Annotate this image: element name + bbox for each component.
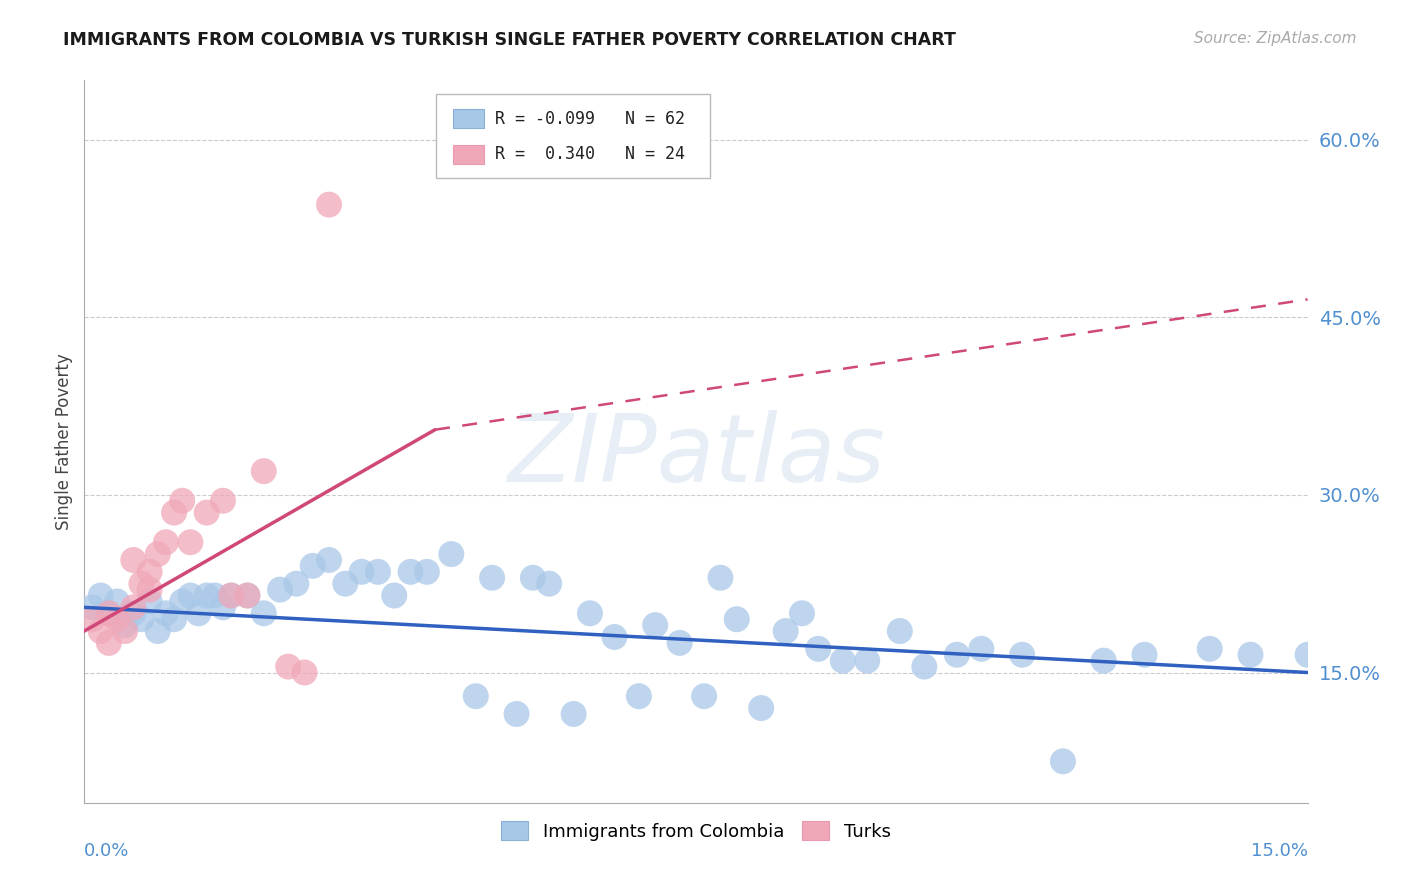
- Point: [155, 535, 177, 549]
- Point: [138, 565, 160, 579]
- Point: [285, 576, 308, 591]
- Point: [131, 576, 153, 591]
- Point: [146, 624, 169, 638]
- Point: [627, 689, 650, 703]
- Point: [204, 589, 226, 603]
- Point: [399, 565, 422, 579]
- Point: [82, 612, 104, 626]
- Point: [350, 565, 373, 579]
- Legend: Immigrants from Colombia, Turks: Immigrants from Colombia, Turks: [494, 814, 898, 848]
- Point: [367, 565, 389, 579]
- Point: [114, 618, 136, 632]
- Point: [1133, 648, 1156, 662]
- Point: [97, 636, 120, 650]
- Point: [212, 600, 235, 615]
- Point: [122, 600, 145, 615]
- Point: [668, 636, 690, 650]
- Text: 15.0%: 15.0%: [1250, 842, 1308, 860]
- Point: [749, 701, 772, 715]
- Point: [693, 689, 716, 703]
- Point: [856, 654, 879, 668]
- Point: [912, 659, 935, 673]
- Point: [163, 506, 186, 520]
- Point: [382, 589, 405, 603]
- Point: [1296, 648, 1319, 662]
- Point: [195, 589, 218, 603]
- Point: [269, 582, 291, 597]
- Point: [219, 589, 242, 603]
- Point: [946, 648, 969, 662]
- Point: [1052, 755, 1074, 769]
- Point: [644, 618, 666, 632]
- Point: [236, 589, 259, 603]
- Point: [105, 612, 128, 626]
- Point: [318, 197, 340, 211]
- Point: [1011, 648, 1033, 662]
- Text: R =  0.340   N = 24: R = 0.340 N = 24: [495, 145, 685, 163]
- Point: [97, 607, 120, 621]
- Point: [122, 553, 145, 567]
- Point: [172, 594, 194, 608]
- Point: [807, 641, 830, 656]
- Point: [562, 706, 585, 721]
- Point: [775, 624, 797, 638]
- Point: [146, 547, 169, 561]
- Point: [97, 607, 120, 621]
- Point: [831, 654, 853, 668]
- Point: [179, 589, 201, 603]
- Point: [155, 607, 177, 621]
- Point: [335, 576, 357, 591]
- Point: [464, 689, 486, 703]
- Point: [538, 576, 561, 591]
- Point: [505, 706, 527, 721]
- Point: [440, 547, 463, 561]
- Point: [481, 571, 503, 585]
- Point: [294, 665, 316, 680]
- Point: [138, 594, 160, 608]
- Point: [90, 624, 112, 638]
- Point: [522, 571, 544, 585]
- Point: [1239, 648, 1261, 662]
- Text: R = -0.099   N = 62: R = -0.099 N = 62: [495, 110, 685, 128]
- Point: [970, 641, 993, 656]
- Point: [790, 607, 813, 621]
- Point: [212, 493, 235, 508]
- Text: ZIPatlas: ZIPatlas: [508, 410, 884, 501]
- Point: [131, 612, 153, 626]
- Point: [253, 464, 276, 478]
- Point: [603, 630, 626, 644]
- Text: Source: ZipAtlas.com: Source: ZipAtlas.com: [1194, 31, 1357, 46]
- Point: [277, 659, 299, 673]
- Point: [172, 493, 194, 508]
- Point: [138, 582, 160, 597]
- Point: [579, 607, 602, 621]
- Point: [416, 565, 439, 579]
- Point: [219, 589, 242, 603]
- Point: [709, 571, 731, 585]
- Point: [82, 600, 104, 615]
- Point: [163, 612, 186, 626]
- Point: [90, 589, 112, 603]
- Point: [1198, 641, 1220, 656]
- Text: 0.0%: 0.0%: [84, 842, 129, 860]
- Point: [253, 607, 276, 621]
- Point: [725, 612, 748, 626]
- Point: [889, 624, 911, 638]
- Point: [236, 589, 259, 603]
- Point: [179, 535, 201, 549]
- Point: [187, 607, 209, 621]
- Y-axis label: Single Father Poverty: Single Father Poverty: [55, 353, 73, 530]
- Point: [195, 506, 218, 520]
- Point: [122, 607, 145, 621]
- Text: IMMIGRANTS FROM COLOMBIA VS TURKISH SINGLE FATHER POVERTY CORRELATION CHART: IMMIGRANTS FROM COLOMBIA VS TURKISH SING…: [63, 31, 956, 49]
- Point: [1092, 654, 1115, 668]
- Point: [114, 624, 136, 638]
- Point: [318, 553, 340, 567]
- Point: [301, 558, 323, 573]
- Point: [105, 594, 128, 608]
